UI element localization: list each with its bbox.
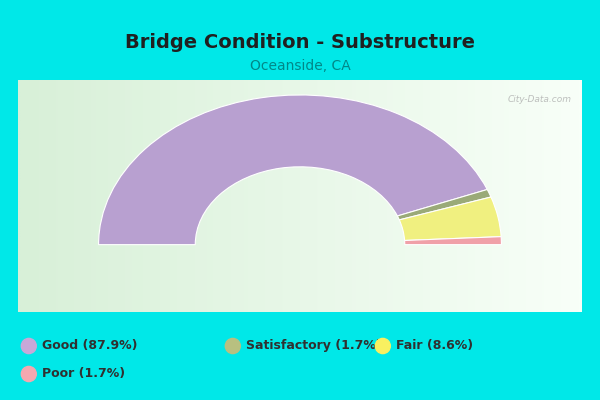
Text: Good (87.9%): Good (87.9%) xyxy=(42,340,137,352)
Text: Oceanside, CA: Oceanside, CA xyxy=(250,59,350,73)
Wedge shape xyxy=(397,190,491,220)
Text: City-Data.com: City-Data.com xyxy=(508,95,572,104)
Wedge shape xyxy=(399,197,501,240)
Wedge shape xyxy=(98,95,487,245)
Wedge shape xyxy=(404,237,502,245)
Text: Bridge Condition - Substructure: Bridge Condition - Substructure xyxy=(125,32,475,52)
Text: Poor (1.7%): Poor (1.7%) xyxy=(42,368,125,380)
Text: Satisfactory (1.7%): Satisfactory (1.7%) xyxy=(246,340,382,352)
Text: Fair (8.6%): Fair (8.6%) xyxy=(396,340,473,352)
